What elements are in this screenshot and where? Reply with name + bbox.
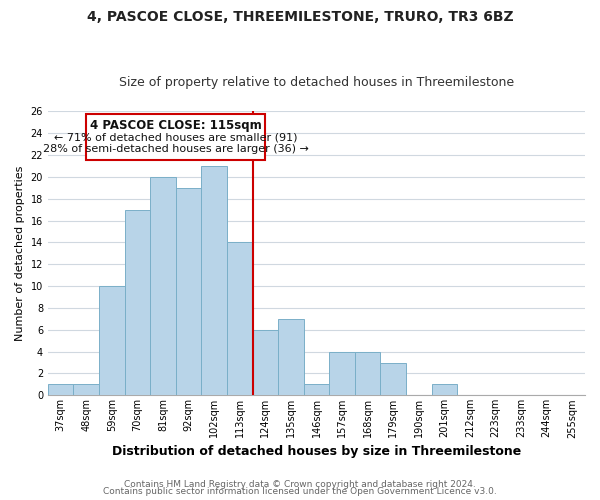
FancyBboxPatch shape <box>86 114 265 160</box>
Bar <box>355 352 380 396</box>
Bar <box>99 286 125 396</box>
Bar <box>380 362 406 396</box>
X-axis label: Distribution of detached houses by size in Threemilestone: Distribution of detached houses by size … <box>112 444 521 458</box>
Bar <box>48 384 73 396</box>
Text: Contains public sector information licensed under the Open Government Licence v3: Contains public sector information licen… <box>103 487 497 496</box>
Bar <box>304 384 329 396</box>
Bar <box>329 352 355 396</box>
Bar <box>176 188 202 396</box>
Text: Contains HM Land Registry data © Crown copyright and database right 2024.: Contains HM Land Registry data © Crown c… <box>124 480 476 489</box>
Bar <box>431 384 457 396</box>
Title: Size of property relative to detached houses in Threemilestone: Size of property relative to detached ho… <box>119 76 514 90</box>
Bar <box>227 242 253 396</box>
Bar <box>73 384 99 396</box>
Bar <box>150 177 176 396</box>
Text: 28% of semi-detached houses are larger (36) →: 28% of semi-detached houses are larger (… <box>43 144 309 154</box>
Bar <box>278 319 304 396</box>
Bar <box>125 210 150 396</box>
Text: ← 71% of detached houses are smaller (91): ← 71% of detached houses are smaller (91… <box>54 132 298 142</box>
Bar <box>253 330 278 396</box>
Text: 4 PASCOE CLOSE: 115sqm: 4 PASCOE CLOSE: 115sqm <box>90 119 262 132</box>
Y-axis label: Number of detached properties: Number of detached properties <box>15 166 25 341</box>
Bar <box>202 166 227 396</box>
Text: 4, PASCOE CLOSE, THREEMILESTONE, TRURO, TR3 6BZ: 4, PASCOE CLOSE, THREEMILESTONE, TRURO, … <box>86 10 514 24</box>
